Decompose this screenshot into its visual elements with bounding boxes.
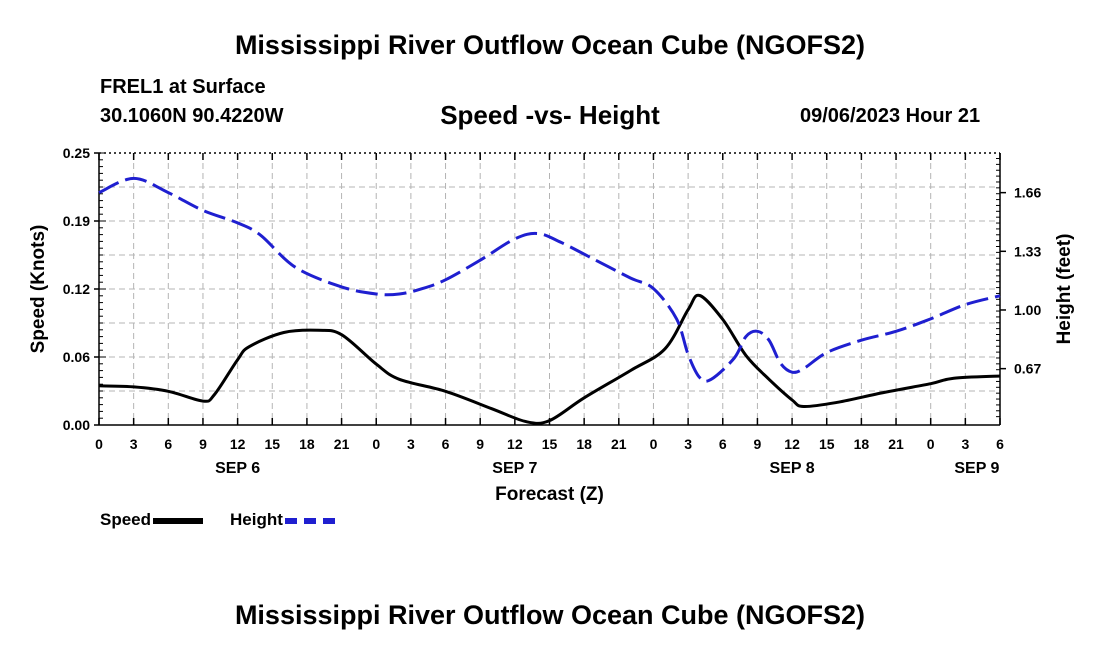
forecast-datetime: 09/06/2023 Hour 21 — [800, 105, 981, 127]
x-axis-tick-label: 12 — [784, 436, 800, 452]
x-axis-tick-label: 21 — [611, 436, 627, 452]
right-axis-title: Height (feet) — [1054, 234, 1075, 345]
x-axis-tick-label: 9 — [199, 436, 207, 452]
x-axis-tick-label: 0 — [927, 436, 935, 452]
x-axis-tick-label: 0 — [372, 436, 380, 452]
x-axis-tick-label: 3 — [407, 436, 415, 452]
legend-height-swatch — [284, 517, 335, 524]
x-axis-tick-label: 15 — [542, 436, 558, 452]
x-axis-tick-label: 0 — [95, 436, 103, 452]
x-axis-tick-label: 6 — [164, 436, 172, 452]
x-axis-tick-label: 15 — [264, 436, 280, 452]
station-label: FREL1 at Surface — [100, 76, 266, 98]
chart-subtitle: Speed -vs- Height — [440, 100, 660, 130]
x-axis-tick-label: 15 — [819, 436, 835, 452]
x-axis-day-label: SEP 8 — [770, 460, 815, 477]
footer-title: Mississippi River Outflow Ocean Cube (NG… — [234, 600, 866, 630]
legend-speed-swatch — [153, 517, 204, 524]
left-axis-title: Speed (Knots) — [28, 225, 49, 354]
x-axis-tick-label: 6 — [996, 436, 1004, 452]
legend-speed: Speed — [100, 510, 204, 530]
right-axis-tick-label: 1.00 — [1014, 302, 1041, 318]
right-axis-tick-label: 1.33 — [1014, 243, 1041, 259]
height-series-line — [98, 176, 1001, 383]
x-axis-tick-label: 18 — [299, 436, 315, 452]
x-axis-tick-label: 18 — [854, 436, 870, 452]
x-axis-day-label: SEP 7 — [492, 460, 537, 477]
x-axis-day-label: SEP 6 — [215, 460, 260, 477]
x-axis-tick-label: 3 — [684, 436, 692, 452]
legend-height: Height — [230, 510, 335, 530]
x-axis-tick-label: 9 — [476, 436, 484, 452]
x-axis-tick-label: 3 — [130, 436, 138, 452]
legend-speed-label: Speed — [100, 510, 152, 529]
station-coordinates: 30.1060N 90.4220W — [100, 105, 284, 127]
legend-height-label: Height — [230, 510, 283, 529]
left-axis-tick-label: 0.19 — [63, 213, 90, 229]
left-axis-tick-label: 0.25 — [63, 145, 90, 161]
x-axis-tick-label: 9 — [754, 436, 762, 452]
x-axis-tick-label: 3 — [961, 436, 969, 452]
left-axis-tick-label: 0.06 — [63, 349, 90, 365]
x-axis-tick-label: 21 — [888, 436, 904, 452]
right-axis-tick-label: 1.66 — [1014, 185, 1041, 201]
left-axis-tick-label: 0.12 — [63, 281, 90, 297]
x-axis-tick-label: 12 — [230, 436, 246, 452]
x-axis-title: Forecast (Z) — [495, 484, 604, 505]
left-axis-tick-label: 0.00 — [63, 417, 90, 433]
x-axis-tick-label: 18 — [576, 436, 592, 452]
x-axis-tick-label: 6 — [719, 436, 727, 452]
speed-series-line — [98, 293, 1001, 425]
x-axis-tick-label: 0 — [650, 436, 658, 452]
right-axis-tick-label: 0.67 — [1014, 361, 1041, 377]
chart-title: Mississippi River Outflow Ocean Cube (NG… — [234, 30, 866, 60]
x-axis-tick-label: 21 — [334, 436, 350, 452]
x-axis-tick-label: 6 — [442, 436, 450, 452]
x-axis-tick-label: 12 — [507, 436, 523, 452]
x-axis-day-label: SEP 9 — [954, 460, 999, 477]
